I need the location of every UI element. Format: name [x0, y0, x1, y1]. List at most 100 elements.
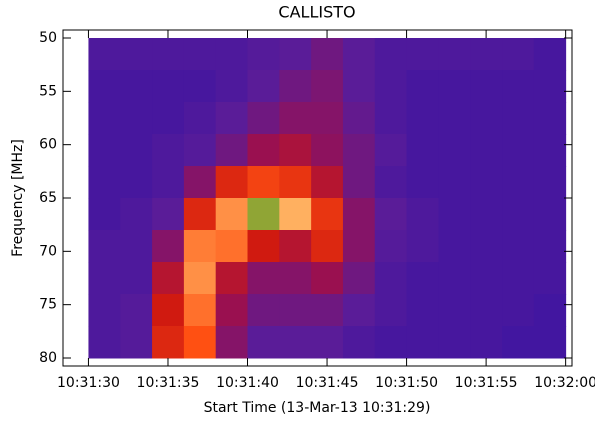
heatmap-cell	[88, 70, 121, 103]
heatmap-cell	[247, 38, 280, 71]
heatmap-cell	[406, 70, 439, 103]
y-tick-label: 50	[39, 30, 57, 46]
heatmap-cell	[470, 230, 503, 263]
heatmap-cell	[311, 134, 344, 167]
x-axis-label: Start Time (13-Mar-13 10:31:29)	[204, 400, 431, 416]
heatmap-cell	[342, 198, 376, 231]
heatmap-cell	[183, 198, 217, 231]
heatmap-cell	[438, 102, 471, 135]
heatmap-cell	[406, 262, 439, 295]
heatmap-cell	[438, 262, 471, 295]
heatmap-cell	[533, 134, 567, 167]
heatmap-cell	[279, 294, 312, 327]
heatmap-cell	[502, 38, 535, 71]
heatmap-cell	[120, 262, 153, 295]
y-tick-label: 65	[39, 190, 57, 206]
heatmap-cell	[247, 294, 280, 327]
heatmap-cell	[247, 102, 280, 135]
x-tick-label: 10:31:35	[137, 375, 200, 391]
heatmap-cell	[88, 166, 121, 199]
heatmap-cell	[279, 326, 312, 359]
heatmap-cell	[533, 102, 567, 135]
heatmap-cell	[438, 38, 471, 71]
heatmap-cell	[374, 38, 408, 71]
heatmap-cell	[88, 38, 121, 71]
heatmap-cell	[311, 326, 344, 359]
heatmap-cell	[311, 198, 344, 231]
heatmap-cell	[279, 70, 312, 103]
heatmap-cell	[342, 38, 376, 71]
heatmap-cell	[152, 102, 185, 135]
heatmap-cell	[533, 262, 567, 295]
heatmap-cell	[152, 326, 185, 359]
heatmap-cell	[215, 294, 249, 327]
heatmap-cell	[438, 294, 471, 327]
heatmap-cell	[502, 198, 535, 231]
heatmap-cell	[183, 230, 217, 263]
heatmap-cell	[502, 102, 535, 135]
heatmap-cell	[406, 326, 439, 359]
heatmap-cell	[406, 166, 439, 199]
heatmap-cell	[88, 326, 121, 359]
y-tick-label: 60	[39, 137, 57, 153]
heatmap-cell	[215, 38, 249, 71]
x-tick-label: 10:32:00	[534, 375, 595, 391]
heatmap-cell	[311, 102, 344, 135]
heatmap-cell	[247, 134, 280, 167]
heatmap-cell	[502, 230, 535, 263]
heatmap-cell	[470, 70, 503, 103]
heatmap-cell	[374, 294, 408, 327]
x-tick-label: 10:31:45	[296, 375, 359, 391]
heatmap-cell	[120, 38, 153, 71]
heatmap-cell	[342, 262, 376, 295]
heatmap-cell	[502, 262, 535, 295]
heatmap-cell	[120, 134, 153, 167]
heatmap-cell	[502, 166, 535, 199]
heatmap-cell	[374, 230, 408, 263]
heatmap-cell	[120, 70, 153, 103]
heatmap-cell	[183, 294, 217, 327]
heatmap-cell	[183, 38, 217, 71]
heatmap-cell	[279, 38, 312, 71]
heatmap-cell	[247, 166, 280, 199]
heatmap-cell	[533, 166, 567, 199]
y-tick-label: 80	[39, 350, 57, 366]
y-axis-label: Frequency [MHz]	[10, 139, 26, 257]
x-tick-label: 10:31:50	[375, 375, 438, 391]
heatmap-cell	[502, 294, 535, 327]
heatmap-cell	[247, 198, 280, 231]
heatmap-cell	[120, 326, 153, 359]
heatmap-cell	[247, 326, 280, 359]
heatmap-cell	[438, 326, 471, 359]
heatmap-cell	[533, 70, 567, 103]
heatmap-cell	[215, 70, 249, 103]
heatmap-cell	[406, 294, 439, 327]
heatmap-cell	[120, 102, 153, 135]
heatmap-cell	[311, 262, 344, 295]
heatmap-cell	[374, 70, 408, 103]
heatmap-cell	[374, 166, 408, 199]
heatmap-cell	[183, 262, 217, 295]
heatmap-cell	[438, 70, 471, 103]
heatmap-cell	[247, 70, 280, 103]
heatmap-cell	[470, 102, 503, 135]
x-tick-label: 10:31:40	[216, 375, 279, 391]
heatmap-cell	[470, 38, 503, 71]
heatmap-cell	[502, 326, 535, 359]
heatmap-cell	[152, 294, 185, 327]
chart-title: CALLISTO	[278, 3, 355, 22]
heatmap-cell	[152, 262, 185, 295]
heatmap-cell	[152, 38, 185, 71]
heatmap-cell	[88, 198, 121, 231]
heatmap-cell	[152, 198, 185, 231]
heatmap-cell	[406, 230, 439, 263]
heatmap-cell	[342, 102, 376, 135]
heatmap-cell	[183, 134, 217, 167]
heatmap-cell	[88, 230, 121, 263]
y-tick-label: 70	[39, 243, 57, 259]
heatmap-cell	[311, 38, 344, 71]
heatmap-cell	[120, 230, 153, 263]
y-tick-label: 55	[39, 83, 57, 99]
heatmap-cell	[183, 166, 217, 199]
